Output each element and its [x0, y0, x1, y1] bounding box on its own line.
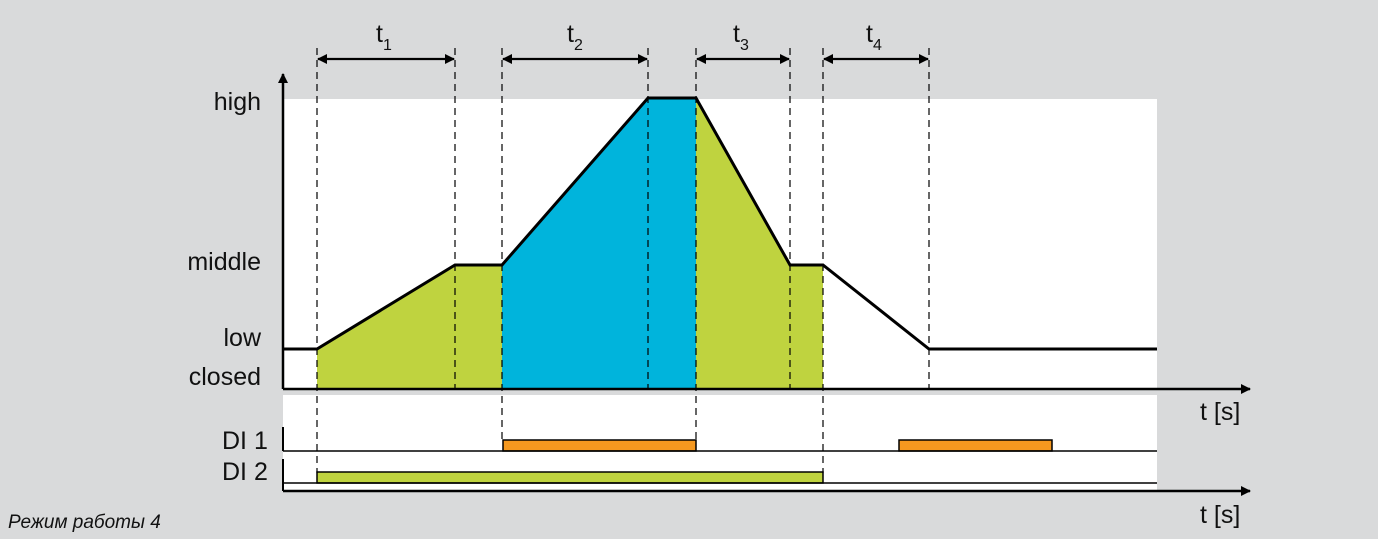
di2-label: DI 2 — [222, 458, 268, 486]
x-axis-bottom-label: t [s] — [1200, 501, 1240, 529]
di2-bar — [316, 471, 824, 484]
ramp-up-fill — [317, 265, 502, 388]
level-high-label: high — [214, 88, 261, 116]
level-closed-label: closed — [189, 363, 261, 391]
di1-label: DI 1 — [222, 427, 268, 455]
position-curve — [283, 96, 1157, 351]
di1-bar-1 — [502, 439, 697, 452]
level-low-label: low — [223, 324, 261, 352]
t3-label: t3 — [733, 20, 749, 54]
interval-guides — [316, 48, 930, 473]
t4-label: t4 — [866, 20, 882, 54]
t1-label: t1 — [376, 20, 392, 54]
level-middle-label: middle — [187, 248, 261, 276]
diagram-caption: Режим работы 4 — [8, 512, 161, 533]
di1-bar-2 — [898, 439, 1053, 452]
t2-label: t2 — [567, 20, 583, 54]
x-axis-top-label: t [s] — [1200, 398, 1240, 426]
ramp-down-fill — [696, 98, 823, 388]
